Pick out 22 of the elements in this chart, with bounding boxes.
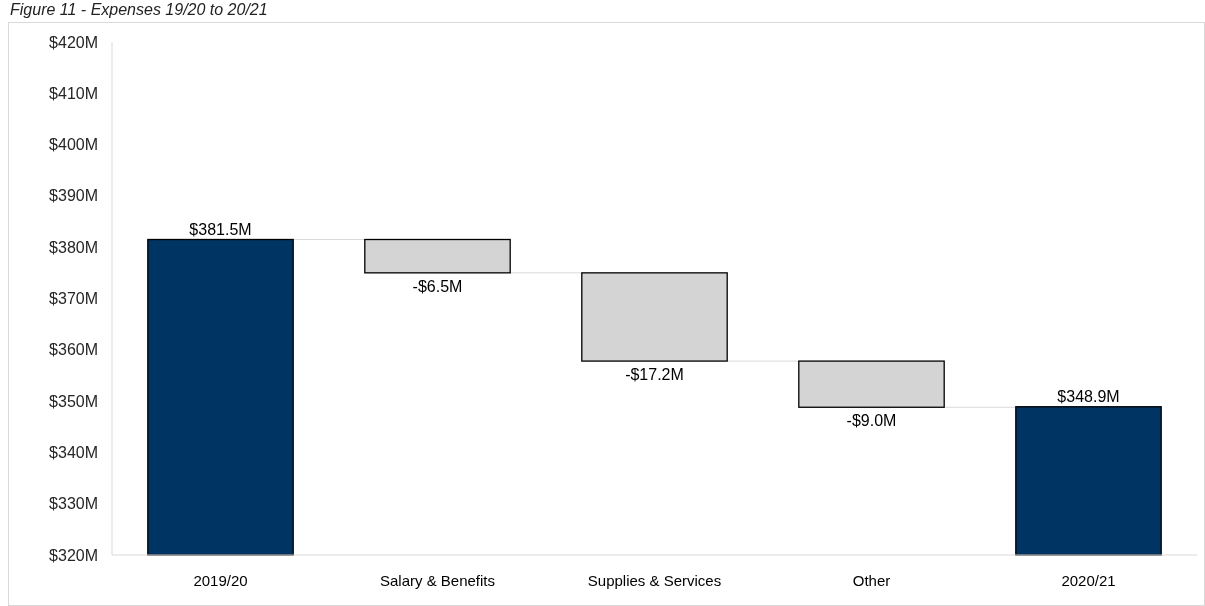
y-tick-label: $390M: [49, 187, 98, 205]
y-tick-label: $380M: [49, 238, 98, 256]
y-tick-label: $400M: [49, 136, 98, 154]
y-tick-label: $350M: [49, 392, 98, 410]
data-label: -$9.0M: [846, 412, 897, 430]
y-tick-label: $370M: [49, 290, 98, 307]
x-tick-label: Salary & Benefits: [379, 572, 496, 589]
y-tick-label: $410M: [49, 84, 98, 102]
x-tick-label: Supplies & Services: [587, 572, 722, 589]
y-tick-label: $420M: [49, 33, 98, 51]
y-tick-label: $340M: [49, 443, 98, 461]
y-tick-label: $320M: [49, 546, 98, 564]
y-tick-label: $360M: [49, 341, 98, 359]
data-label: -$6.5M: [412, 277, 463, 295]
x-tick-label: 2019/20: [193, 572, 248, 589]
y-tick-label: $330M: [49, 495, 98, 513]
data-label: -$17.2M: [625, 366, 684, 384]
data-label: $381.5M: [189, 220, 252, 238]
data-label: $348.9M: [1057, 387, 1120, 405]
x-tick-label: 2020/21: [1061, 572, 1116, 589]
x-tick-label: Other: [852, 572, 891, 589]
chart-title: Figure 11 - Expenses 19/20 to 20/21: [10, 1, 268, 18]
